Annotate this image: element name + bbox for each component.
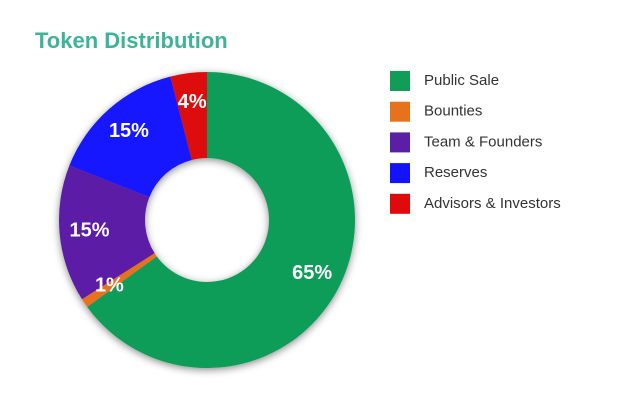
value-label: 1% xyxy=(95,275,124,297)
legend: Public Sale Bounties Team & Founders Reserv… xyxy=(390,71,561,214)
slice xyxy=(82,253,157,307)
value-label: 15% xyxy=(70,219,110,241)
legend-swatch xyxy=(390,193,410,214)
labels: 4% 15% 15% 1% 65% xyxy=(70,91,333,296)
legend-label: Reserves xyxy=(424,164,487,181)
value-label: 65% xyxy=(292,262,332,284)
value-label: 15% xyxy=(109,120,149,142)
legend-label: Team & Founders xyxy=(424,133,542,150)
legend-swatch xyxy=(390,163,410,184)
legend-label: Public Sale xyxy=(424,72,499,89)
chart-title: Token Distribution xyxy=(35,28,228,53)
legend-label: Bounties xyxy=(424,103,482,120)
legend-swatch xyxy=(390,101,410,122)
slice xyxy=(87,72,355,368)
slice xyxy=(59,165,155,300)
value-label: 4% xyxy=(178,91,207,113)
legend-swatch xyxy=(390,132,410,153)
slice xyxy=(69,76,192,198)
donut xyxy=(59,72,355,368)
slice xyxy=(170,72,207,160)
legend-label: Advisors & Investors xyxy=(424,195,561,212)
legend-swatch xyxy=(390,71,410,91)
